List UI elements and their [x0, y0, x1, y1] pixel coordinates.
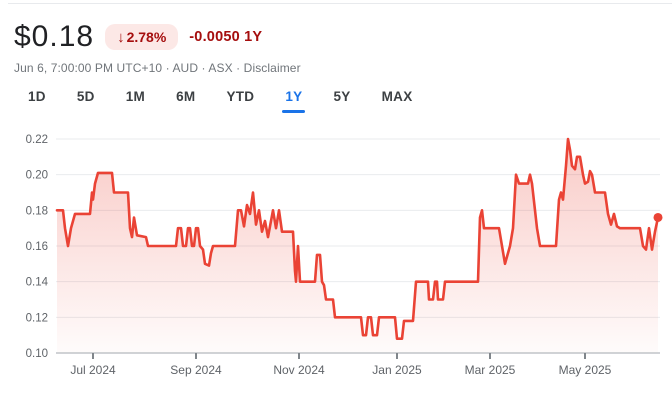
x-axis-label: May 2025 [559, 363, 612, 377]
y-axis-label: 0.14 [26, 277, 49, 289]
last-price-dot [653, 212, 663, 222]
tab-1y[interactable]: 1Y [282, 85, 306, 113]
price-area [57, 139, 658, 353]
tab-5d[interactable]: 5D [77, 85, 95, 113]
price-line [55, 137, 660, 340]
tab-1m[interactable]: 1M [126, 85, 145, 113]
tab-5y[interactable]: 5Y [333, 85, 350, 113]
x-axis-label: Jan 2025 [372, 363, 422, 377]
y-axis-label: 0.10 [26, 348, 48, 360]
change-percent-value: 2.78% [126, 29, 167, 45]
current-price: $0.18 [14, 20, 95, 53]
disclaimer-link[interactable]: Disclaimer [243, 61, 301, 75]
price-row: $0.18 ↓ 2.78% -0.0050 1Y [14, 20, 301, 54]
x-axis-label: Nov 2024 [273, 363, 325, 377]
y-axis-label: 0.16 [26, 241, 48, 253]
y-axis-label: 0.12 [26, 312, 48, 324]
quote-meta: Jun 6, 7:00:00 PM UTC+10 · AUD · ASX · D… [14, 61, 301, 75]
tab-6m[interactable]: 6M [176, 85, 195, 113]
tab-max[interactable]: MAX [382, 85, 413, 113]
price-header: $0.18 ↓ 2.78% -0.0050 1Y Jun 6, 7:00:00 P… [14, 20, 301, 75]
change-absolute: -0.0050 1Y [189, 29, 263, 45]
top-divider [8, 3, 672, 4]
range-tabs: 1D 5D 1M 6M YTD 1Y 5Y MAX [28, 85, 413, 113]
x-axis-label: Jul 2024 [70, 363, 116, 377]
quote-meta-text: Jun 6, 7:00:00 PM UTC+10 · AUD · ASX · [14, 61, 244, 75]
tab-1d[interactable]: 1D [28, 85, 46, 113]
x-axis-label: Mar 2025 [465, 363, 516, 377]
y-axis-label: 0.22 [26, 134, 48, 146]
tab-ytd[interactable]: YTD [226, 85, 254, 113]
y-axis-label: 0.20 [26, 170, 48, 182]
price-chart[interactable]: 0.22 0.20 0.18 0.16 0.14 0.12 0.10 Jul 2024 Sep … [0, 120, 672, 400]
change-percent-badge: ↓ 2.78% [105, 24, 179, 50]
x-axis-label: Sep 2024 [170, 363, 222, 377]
arrow-down-icon: ↓ [117, 28, 125, 46]
y-axis-label: 0.18 [26, 205, 48, 217]
